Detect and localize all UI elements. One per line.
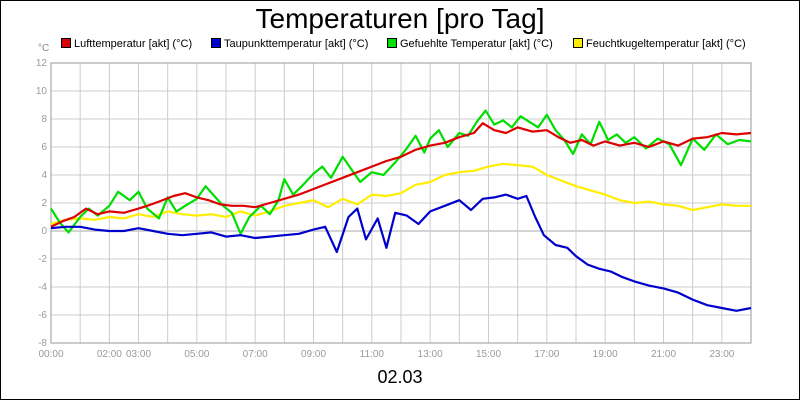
x-tick-label: 09:00: [301, 349, 326, 360]
series-line-3: [50, 162, 751, 226]
legend-swatch-lufttemperatur: [61, 38, 71, 48]
legend-item-taupunkttemperatur: Taupunkttemperatur [akt] (°C): [211, 38, 368, 50]
series-line-2: [50, 109, 752, 235]
x-tick-label: 21:00: [651, 349, 676, 360]
y-tick-label: 2: [41, 198, 47, 209]
y-axis-unit-label: °C: [38, 43, 50, 54]
x-tick-label: 17:00: [534, 349, 559, 360]
y-tick-label: -2: [38, 254, 47, 265]
chart-title: Temperaturen [pro Tag]: [255, 3, 545, 34]
series-line-1: [50, 193, 752, 312]
x-axis-date-label: 02.03: [377, 367, 423, 387]
x-tick-label: 13:00: [418, 349, 443, 360]
legend-swatch-gefuehlte-temperatur: [387, 38, 397, 48]
y-tick-label: 6: [41, 142, 47, 153]
legend-label-feuchtkugeltemperatur: Feuchtkugeltemperatur [akt] (°C): [586, 38, 746, 50]
x-tick-label: 02:00: [97, 349, 122, 360]
y-tick-label: -4: [38, 282, 47, 293]
y-tick-label: 4: [41, 170, 47, 181]
legend-label-gefuehlte-temperatur: Gefuehlte Temperatur [akt] (°C): [400, 38, 553, 50]
x-tick-label: 05:00: [184, 349, 209, 360]
y-tick-label: -8: [38, 338, 47, 349]
y-tick-label: -6: [38, 310, 47, 321]
legend-label-taupunkttemperatur: Taupunkttemperatur [akt] (°C): [224, 38, 369, 50]
series-line-0: [50, 122, 752, 228]
legend-item-lufttemperatur: Lufttemperatur [akt] (°C): [61, 38, 192, 50]
x-tick-label: 07:00: [243, 349, 268, 360]
legend-swatch-taupunkttemperatur: [211, 38, 221, 48]
legend-swatch-feuchtkugeltemperatur: [573, 38, 583, 48]
x-tick-label: 11:00: [360, 349, 385, 360]
y-tick-label: 12: [36, 58, 48, 69]
y-tick-label: 8: [41, 114, 47, 125]
legend-item-gefuehlte-temperatur: Gefuehlte Temperatur [akt] (°C): [387, 38, 553, 50]
x-tick-label: 03:00: [126, 349, 151, 360]
x-tick-label: 19:00: [593, 349, 618, 360]
legend-label-lufttemperatur: Lufttemperatur [akt] (°C): [74, 38, 193, 50]
x-tick-label: 00:00: [38, 349, 63, 360]
x-tick-label: 23:00: [709, 349, 734, 360]
y-tick-label: 0: [41, 226, 47, 237]
y-tick-label: 10: [36, 86, 48, 97]
plot-border: [50, 62, 752, 344]
x-tick-label: 15:00: [476, 349, 501, 360]
legend-item-feuchtkugeltemperatur: Feuchtkugeltemperatur [akt] (°C): [573, 38, 746, 50]
